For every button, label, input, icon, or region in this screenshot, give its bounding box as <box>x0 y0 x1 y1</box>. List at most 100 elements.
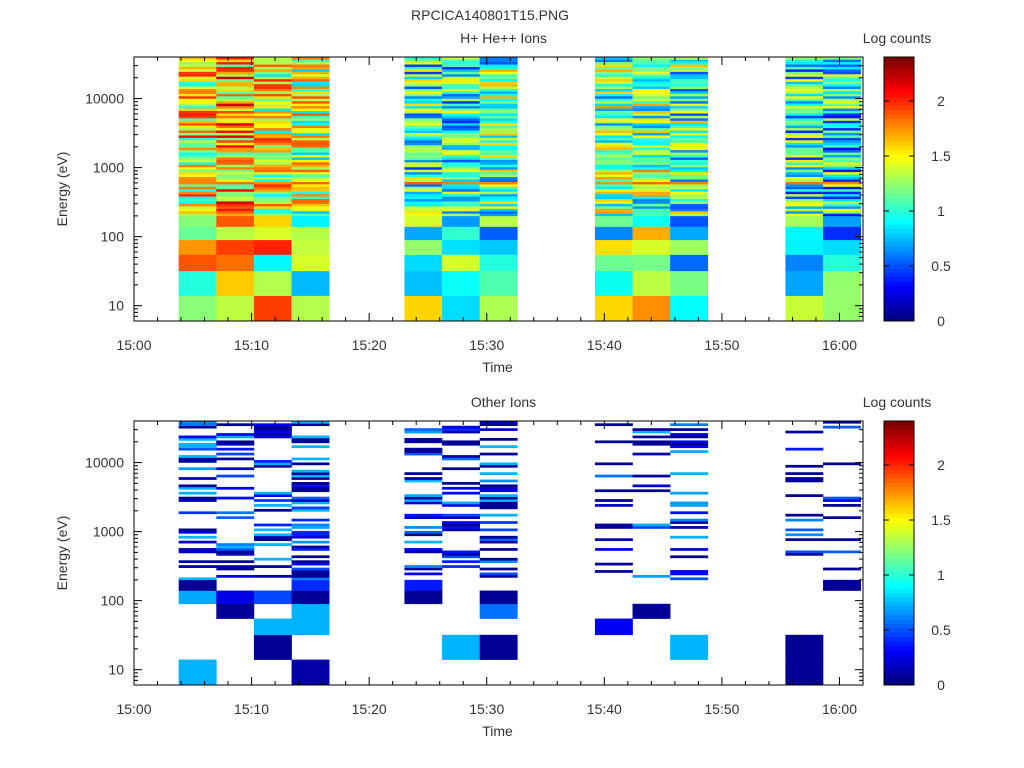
heat-cell <box>670 440 709 444</box>
heat-cell <box>632 125 671 129</box>
heat-cell <box>823 188 861 192</box>
heat-cell <box>823 295 861 322</box>
heat-cell <box>178 540 217 544</box>
heat-cell <box>253 226 292 241</box>
heat-cell <box>404 565 443 568</box>
heat-cell <box>670 118 709 121</box>
x-tick-label: 15:00 <box>116 337 151 353</box>
heat-cell <box>178 57 217 60</box>
heat-cell <box>178 115 217 119</box>
heat-cell <box>594 144 633 148</box>
heat-cell <box>253 144 292 148</box>
heat-cell <box>632 140 671 143</box>
heat-cell <box>253 93 292 97</box>
heat-cell <box>785 166 824 170</box>
heat-cell <box>404 270 443 296</box>
heat-cell <box>632 69 671 72</box>
heat-cell <box>291 176 330 180</box>
heat-cell <box>178 91 217 94</box>
heat-cell <box>785 552 824 556</box>
heat-cell <box>178 181 217 185</box>
heat-cell <box>216 176 255 180</box>
heat-cell <box>291 118 330 121</box>
heat-cell <box>253 59 292 63</box>
colorbar-segment <box>884 70 914 75</box>
heat-cell <box>178 118 217 121</box>
heat-cell <box>291 295 330 322</box>
heat-cell <box>291 149 330 153</box>
heat-cell <box>823 174 861 178</box>
heat-cell <box>823 538 861 542</box>
heat-cell <box>404 494 443 497</box>
colorbar-segment <box>884 228 914 234</box>
colorbar-segment <box>884 513 914 519</box>
heat-cell <box>670 206 709 209</box>
colorbar-segment <box>884 74 914 80</box>
heat-cell <box>479 147 518 151</box>
y-tick-label: 10 <box>108 662 124 678</box>
heat-cell <box>442 120 480 124</box>
heat-cell <box>670 66 709 70</box>
heat-cell <box>785 71 824 75</box>
heat-cell <box>178 193 217 197</box>
heat-cell <box>178 103 217 107</box>
heat-cell <box>670 188 709 192</box>
heat-cell <box>442 215 480 227</box>
heat-cell <box>216 157 255 160</box>
heat-cell <box>442 59 480 63</box>
heat-cell <box>785 254 824 272</box>
heat-cell <box>442 196 480 200</box>
heat-cell <box>785 201 824 204</box>
heat-cell <box>670 100 709 104</box>
heat-cell <box>670 428 709 431</box>
heat-cell <box>632 88 671 92</box>
heat-cell <box>216 188 255 192</box>
heat-cell <box>178 64 217 67</box>
colorbar-segment <box>884 588 914 593</box>
heat-cell <box>594 474 633 478</box>
heat-cell <box>785 550 824 554</box>
heat-cell <box>216 159 255 163</box>
heat-cell <box>178 560 217 564</box>
heat-cell <box>253 574 292 578</box>
colorbar-segment <box>884 303 914 309</box>
colorbar-segment <box>884 211 914 216</box>
heat-cell <box>442 108 480 111</box>
heat-cell <box>479 113 518 116</box>
heat-cell <box>594 83 633 87</box>
heat-cell <box>404 122 443 126</box>
heat-cell <box>785 96 824 99</box>
heat-cell <box>253 137 292 141</box>
x-tick-label: 15:20 <box>352 337 387 353</box>
heat-cell <box>253 491 292 495</box>
heat-cell <box>823 208 861 212</box>
heat-cell <box>632 98 671 102</box>
heat-cell <box>178 437 217 441</box>
heat-cell <box>670 472 709 475</box>
colorbar-segment <box>884 566 914 571</box>
heat-cell <box>442 142 480 146</box>
colorbar-segment <box>884 636 914 642</box>
heat-cell <box>785 174 824 178</box>
heat-cell <box>178 421 217 424</box>
heat-cell <box>785 203 824 207</box>
heat-cell <box>291 518 330 522</box>
heat-cell <box>291 555 330 559</box>
heat-cell <box>442 425 480 429</box>
heat-cell <box>178 659 217 686</box>
colorbar-segment <box>884 61 914 67</box>
heat-cell <box>216 100 255 104</box>
heat-cell <box>479 57 518 60</box>
heat-cell <box>785 142 824 146</box>
heat-cell <box>291 147 330 151</box>
heat-cell <box>253 122 292 126</box>
colorbar-segment <box>884 447 914 453</box>
colorbar-tick-label: 1 <box>937 567 945 583</box>
heat-cell <box>785 191 824 195</box>
heat-cell <box>404 213 443 217</box>
heat-cell <box>479 115 518 119</box>
heat-cell <box>670 73 709 77</box>
heat-cell <box>253 435 292 439</box>
heat-cell <box>632 442 671 446</box>
colorbar-segment <box>884 548 914 554</box>
